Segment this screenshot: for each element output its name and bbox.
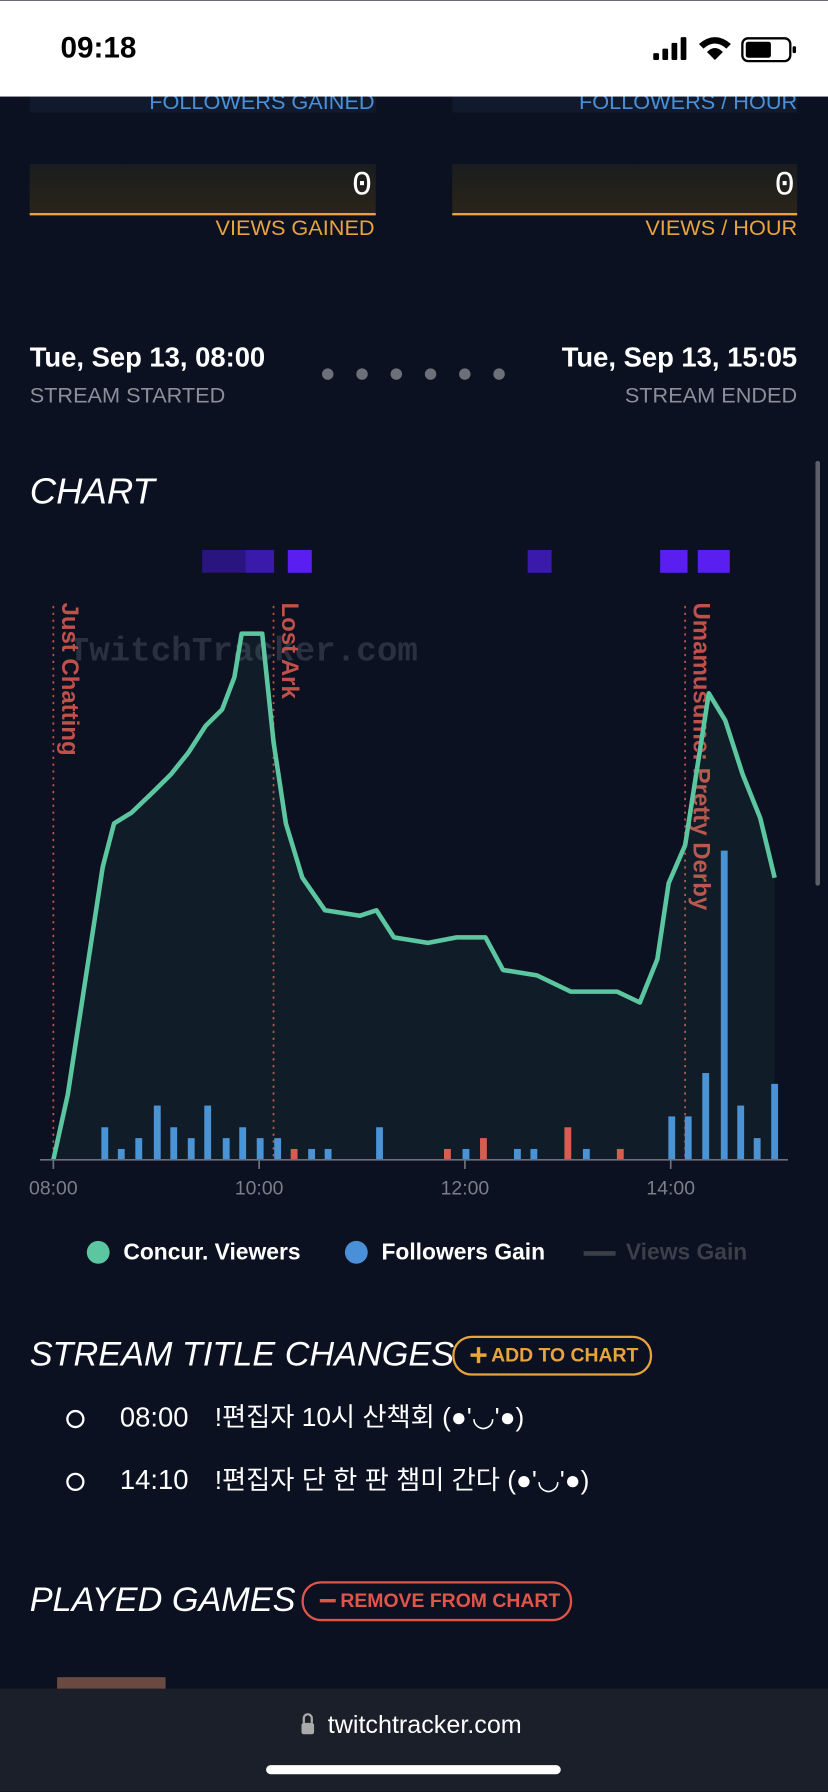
section-heading: STREAM TITLE CHANGES <box>30 1335 455 1373</box>
legend-swatch <box>344 1240 368 1264</box>
viewers-line <box>51 631 777 1161</box>
legend-label: Views Gain <box>626 1238 747 1264</box>
stream-start-label: STREAM STARTED <box>30 383 226 408</box>
stream-start: Tue, Sep 13, 08:00 <box>30 341 265 372</box>
bar <box>444 1148 451 1160</box>
watermark: TwitchTracker.com <box>69 633 418 672</box>
plus-icon <box>470 1347 487 1364</box>
x-tick-label: 14:00 <box>646 1178 695 1200</box>
browser-bar <box>0 1688 828 1792</box>
stat-label: VIEWS / HOUR <box>645 215 797 240</box>
timeline-dots <box>322 368 505 380</box>
bar <box>684 1116 692 1160</box>
bar <box>290 1148 298 1160</box>
bar <box>737 1105 745 1160</box>
annotation-label: Lost Ark <box>276 602 303 699</box>
bullet <box>66 1409 85 1429</box>
bar <box>702 1073 710 1160</box>
stream-end-label: STREAM ENDED <box>625 383 797 408</box>
scrollbar <box>815 460 821 886</box>
add-to-chart-button[interactable] <box>452 1335 653 1376</box>
bar <box>720 850 728 1160</box>
stat-box <box>29 163 376 215</box>
bar <box>462 1148 470 1160</box>
stat-box <box>452 96 798 113</box>
clock: 09:18 <box>61 32 137 65</box>
bar <box>117 1148 125 1160</box>
bar <box>101 1127 109 1160</box>
bar <box>480 1138 487 1160</box>
button-label[interactable]: REMOVE FROM CHART <box>340 1590 560 1612</box>
bar <box>616 1148 624 1160</box>
bar <box>513 1148 521 1160</box>
x-tick-label: 08:00 <box>29 1178 78 1200</box>
stat-value: 0 <box>774 167 795 206</box>
remove-from-chart-button[interactable] <box>301 1581 573 1622</box>
annotation-label: Just Chatting <box>56 602 83 755</box>
bar <box>135 1138 143 1160</box>
lock-icon <box>301 1713 315 1735</box>
stat-box <box>452 163 798 215</box>
stream-end: Tue, Sep 13, 15:05 <box>562 341 797 372</box>
title-text: !편집자 10시 산책회 (●'◡'●) <box>215 1402 525 1432</box>
bar <box>771 1083 779 1160</box>
bar <box>256 1138 264 1160</box>
stat-box <box>29 96 376 113</box>
status-icons <box>653 37 797 63</box>
bar <box>753 1138 761 1160</box>
bar <box>324 1148 332 1160</box>
bar <box>239 1127 247 1160</box>
x-tick-label: 10:00 <box>235 1178 284 1200</box>
bar <box>204 1105 212 1160</box>
title-text: !편집자 단 한 판 챔미 간다 (●'◡'●) <box>215 1465 590 1495</box>
bar <box>564 1127 572 1160</box>
button-label[interactable]: ADD TO CHART <box>491 1344 638 1366</box>
legend-swatch <box>86 1240 110 1264</box>
bar <box>222 1138 230 1160</box>
x-tick-label: 12:00 <box>441 1178 490 1200</box>
bar <box>170 1127 178 1160</box>
url[interactable]: twitchtracker.com <box>328 1711 522 1739</box>
bar <box>153 1105 161 1160</box>
title-time: 08:00 <box>120 1401 189 1432</box>
bar <box>187 1138 195 1160</box>
section-heading: PLAYED GAMES <box>30 1581 296 1619</box>
home-indicator <box>266 1765 561 1775</box>
game-thumbnail <box>57 1677 166 1691</box>
bar <box>668 1116 676 1160</box>
bar <box>376 1127 383 1160</box>
status-bar <box>0 0 828 97</box>
viewers-area <box>53 633 775 1160</box>
bar <box>274 1138 282 1160</box>
bar <box>582 1148 590 1160</box>
section-heading: CHART <box>30 471 158 512</box>
bar <box>530 1148 538 1160</box>
legend-label: Followers Gain <box>381 1238 545 1264</box>
title-time: 14:10 <box>120 1464 189 1495</box>
legend-label: Concur. Viewers <box>123 1238 300 1264</box>
event-markers <box>202 549 730 573</box>
bar <box>308 1148 316 1160</box>
stat-value: 0 <box>352 167 373 206</box>
stat-label: VIEWS GAINED <box>216 215 375 240</box>
bullet <box>66 1472 85 1492</box>
